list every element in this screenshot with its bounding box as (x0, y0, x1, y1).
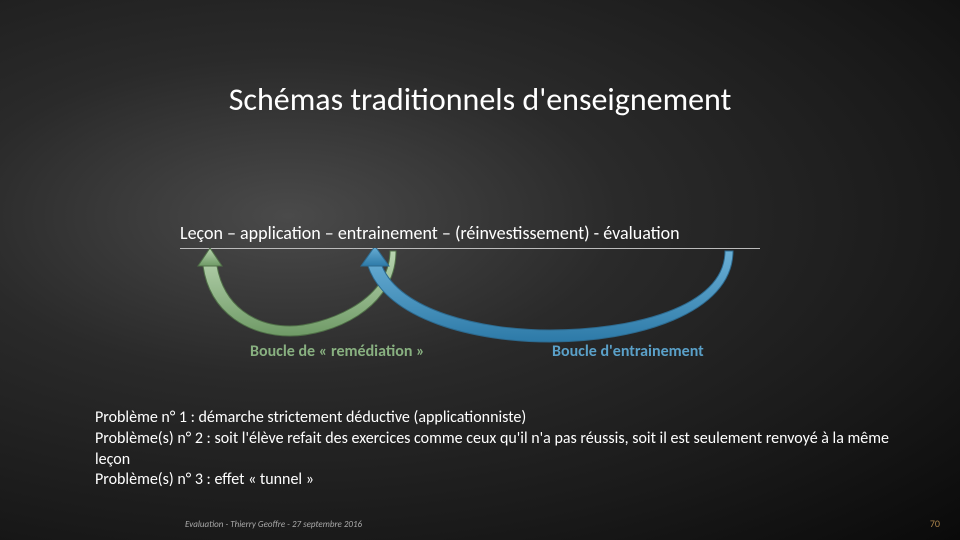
footer-text: Evaluation - Thierry Geoffre - 27 septem… (185, 519, 362, 530)
entrainement-arc (368, 251, 733, 342)
entrainement-arrowhead (361, 248, 389, 266)
page-number: 70 (930, 517, 940, 530)
remediation-arrowhead (198, 248, 222, 266)
slide-title: Schémas traditionnels d'enseignement (0, 80, 960, 119)
remediation-label: Boucle de « remédiation » (250, 342, 425, 361)
problems-block: Problème n° 1 : démarche strictement déd… (95, 408, 900, 491)
process-steps-text: Leçon – application – entrainement – (ré… (180, 222, 680, 244)
problem-1: Problème n° 1 : démarche strictement déd… (95, 408, 900, 429)
problem-2: Problème(s) n° 2 : soit l'élève refait d… (95, 429, 900, 471)
entrainement-label: Boucle d'entrainement (552, 342, 704, 361)
feedback-arrows (180, 248, 780, 348)
problem-3: Problème(s) n° 3 : effet « tunnel » (95, 470, 900, 491)
